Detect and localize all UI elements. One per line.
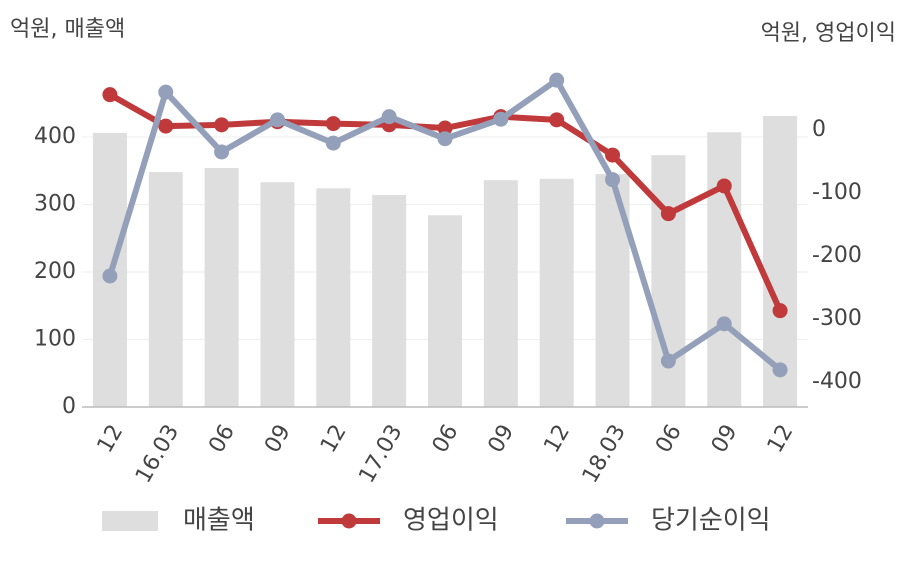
legend-label: 당기순이익 [651, 506, 771, 536]
x-tick-label: 16.03 [131, 421, 184, 488]
bar [707, 132, 742, 407]
bar [539, 178, 574, 407]
point [214, 144, 230, 160]
point [158, 118, 174, 134]
x-tick-label: 12 [93, 421, 129, 458]
y-tick-label: 200 [34, 259, 76, 284]
bar [372, 195, 407, 407]
point [660, 353, 676, 369]
bar [316, 188, 351, 407]
point [381, 109, 397, 125]
y-tick-label: 100 [34, 326, 76, 351]
y2-tick-label: 0 [812, 117, 826, 142]
point [772, 362, 788, 378]
bar [148, 172, 183, 407]
x-tick-label: 18.03 [578, 421, 631, 488]
point [772, 303, 788, 319]
bar [428, 215, 462, 407]
y2-tick-label: -400 [812, 369, 862, 394]
point [493, 111, 509, 127]
y-axis-label: 억원, 매출액 [10, 17, 125, 42]
point [437, 131, 453, 147]
legend-label: 매출액 [183, 506, 255, 536]
bar [204, 168, 239, 407]
point [660, 206, 676, 222]
point [214, 117, 230, 133]
point [102, 87, 118, 103]
x-tick-label: 12 [316, 421, 352, 458]
y2-tick-label: -300 [812, 306, 862, 331]
point [716, 316, 732, 332]
point [437, 120, 453, 136]
bar [651, 155, 686, 407]
legend-swatch [341, 513, 357, 529]
y-tick-label: 400 [34, 124, 76, 149]
x-tick-label: 06 [428, 421, 464, 458]
point [158, 84, 174, 100]
legend-swatch [589, 513, 605, 529]
x-tick-label: 17.03 [354, 421, 407, 488]
x-tick-label: 06 [651, 421, 687, 458]
legend-label: 영업이익 [403, 506, 499, 536]
x-tick-label: 12 [539, 421, 575, 458]
x-tick-label: 06 [204, 421, 240, 458]
bar [260, 182, 295, 407]
point [605, 147, 621, 163]
point [549, 112, 565, 128]
x-tick-label: 09 [484, 421, 520, 458]
point [549, 72, 565, 88]
legend-swatch [102, 511, 158, 531]
x-tick-label: 09 [260, 421, 296, 458]
point [605, 172, 621, 188]
y2-tick-label: -100 [812, 180, 862, 205]
x-tick-label: 12 [763, 421, 799, 458]
point [325, 116, 341, 132]
y-tick-label: 300 [34, 191, 76, 216]
x-tick-label: 09 [707, 421, 743, 458]
point [716, 178, 732, 194]
point [102, 268, 118, 284]
point [269, 112, 285, 128]
y2-tick-label: -200 [812, 243, 862, 268]
point [325, 135, 341, 151]
y2-axis-label: 억원, 영업이익 [761, 21, 896, 46]
bar [483, 180, 518, 407]
y-tick-label: 0 [62, 394, 76, 419]
